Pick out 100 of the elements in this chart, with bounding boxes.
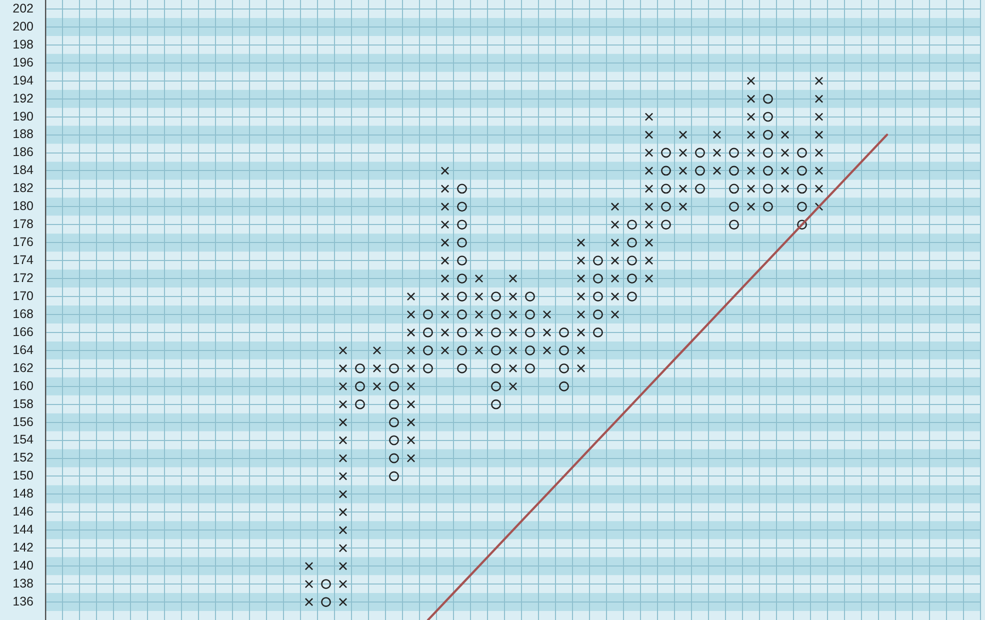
point: [508, 310, 518, 319]
point: [644, 112, 654, 121]
point: [406, 292, 416, 301]
y-tick-label: 188: [12, 127, 34, 142]
point: [610, 238, 620, 247]
point: [457, 310, 467, 320]
point: [746, 184, 756, 193]
point: [814, 112, 824, 121]
point: [338, 436, 348, 444]
point: [406, 328, 416, 337]
point: [593, 274, 603, 284]
point: [508, 382, 518, 391]
point: [440, 238, 450, 247]
point: [508, 292, 518, 301]
point: [457, 328, 467, 338]
point: [559, 328, 569, 338]
point: [593, 328, 603, 338]
point: [644, 256, 654, 265]
y-tick-label: 144: [12, 522, 34, 537]
point: [814, 184, 824, 193]
point: [338, 526, 348, 534]
point: [406, 418, 416, 427]
point: [321, 597, 331, 607]
point: [644, 274, 654, 283]
point: [593, 256, 603, 266]
point: [406, 382, 416, 391]
point: [627, 220, 637, 230]
point: [389, 417, 399, 428]
point: [389, 453, 399, 464]
point: [627, 238, 637, 248]
point: [576, 256, 586, 265]
point: [440, 256, 450, 265]
point: [338, 544, 348, 552]
point: [525, 363, 535, 374]
point: [491, 345, 501, 356]
point: [729, 148, 739, 158]
point: [406, 436, 416, 444]
point: [508, 364, 518, 373]
point: [338, 490, 348, 498]
point: [746, 112, 756, 121]
point: [627, 274, 637, 284]
point: [559, 381, 569, 392]
point: [542, 328, 552, 337]
point: [763, 166, 773, 176]
point: [304, 598, 314, 606]
y-tick-label: 184: [12, 163, 34, 178]
point: [474, 292, 484, 301]
y-tick-label: 152: [12, 450, 34, 465]
point: [457, 202, 467, 212]
point: [763, 202, 773, 212]
point: [406, 364, 416, 373]
y-tick-label: 180: [12, 199, 34, 214]
point: [440, 328, 450, 337]
point: [338, 364, 348, 373]
point: [338, 508, 348, 516]
point: [661, 202, 671, 212]
y-tick-label: 168: [12, 306, 34, 321]
point: [406, 310, 416, 319]
point: [491, 381, 501, 392]
point: [457, 184, 467, 194]
y-tick-label: 150: [12, 468, 34, 483]
point: [338, 562, 348, 570]
point: [338, 418, 348, 427]
point: [525, 328, 535, 338]
point: [457, 363, 467, 374]
point: [576, 292, 586, 301]
point: [355, 399, 365, 410]
point: [763, 130, 773, 140]
point: [610, 292, 620, 301]
point: [576, 364, 586, 373]
point: [576, 274, 586, 283]
point: [576, 238, 586, 247]
point: [814, 76, 824, 86]
point: [423, 328, 433, 338]
point: [457, 292, 467, 302]
point: [610, 256, 620, 265]
y-tick-label: 192: [12, 91, 34, 106]
point: [763, 148, 773, 158]
point: [593, 292, 603, 302]
point: [661, 166, 671, 176]
point: [542, 310, 552, 319]
point: [355, 381, 365, 392]
y-tick-label: 202: [12, 1, 34, 16]
point: [508, 274, 518, 283]
point: [457, 345, 467, 356]
y-tick-label: 174: [12, 253, 34, 268]
y-tick-label: 164: [12, 342, 34, 357]
point: [644, 184, 654, 193]
point: [440, 166, 450, 175]
y-tick-label: 176: [12, 235, 34, 250]
point: [559, 345, 569, 356]
point: [746, 166, 756, 175]
point: [780, 148, 790, 157]
point: [678, 130, 688, 139]
y-tick-label: 146: [12, 504, 34, 519]
point: [780, 184, 790, 193]
point: [661, 184, 671, 194]
y-tick-label: 182: [12, 181, 34, 196]
y-tick-label: 178: [12, 217, 34, 232]
point: [525, 345, 535, 356]
